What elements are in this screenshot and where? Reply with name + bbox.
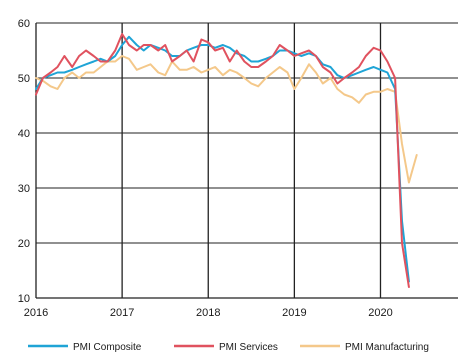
y-tick-label-50: 50	[18, 73, 30, 85]
legend-label-pmi-services: PMI Services	[219, 342, 278, 353]
x-tick-label-2016: 2016	[24, 307, 48, 319]
x-tick-label-2018: 2018	[196, 307, 220, 319]
chart-legend: PMI Composite PMI Services PMI Manufacturi…	[28, 342, 429, 353]
y-tick-label-40: 40	[18, 128, 30, 140]
y-tick-label-30: 30	[18, 183, 30, 195]
y-axis-tick-labels: 10 20 30 40 50 60	[18, 18, 30, 305]
y-tick-label-10: 10	[18, 293, 30, 305]
legend-label-pmi-manufacturing: PMI Manufacturing	[345, 342, 429, 353]
x-axis-tick-labels: 2016 2017 2018 2019 2020	[24, 307, 393, 319]
legend-label-pmi-composite: PMI Composite	[73, 342, 142, 353]
x-tick-label-2019: 2019	[282, 307, 306, 319]
y-tick-label-20: 20	[18, 238, 30, 250]
x-tick-label-2020: 2020	[368, 307, 392, 319]
series-line-pmi-services	[35, 33, 410, 288]
y-tick-label-60: 60	[18, 18, 30, 30]
series-line-pmi-manufacturing	[35, 55, 418, 184]
chart-series-lines	[35, 33, 418, 288]
x-tick-label-2017: 2017	[110, 307, 134, 319]
